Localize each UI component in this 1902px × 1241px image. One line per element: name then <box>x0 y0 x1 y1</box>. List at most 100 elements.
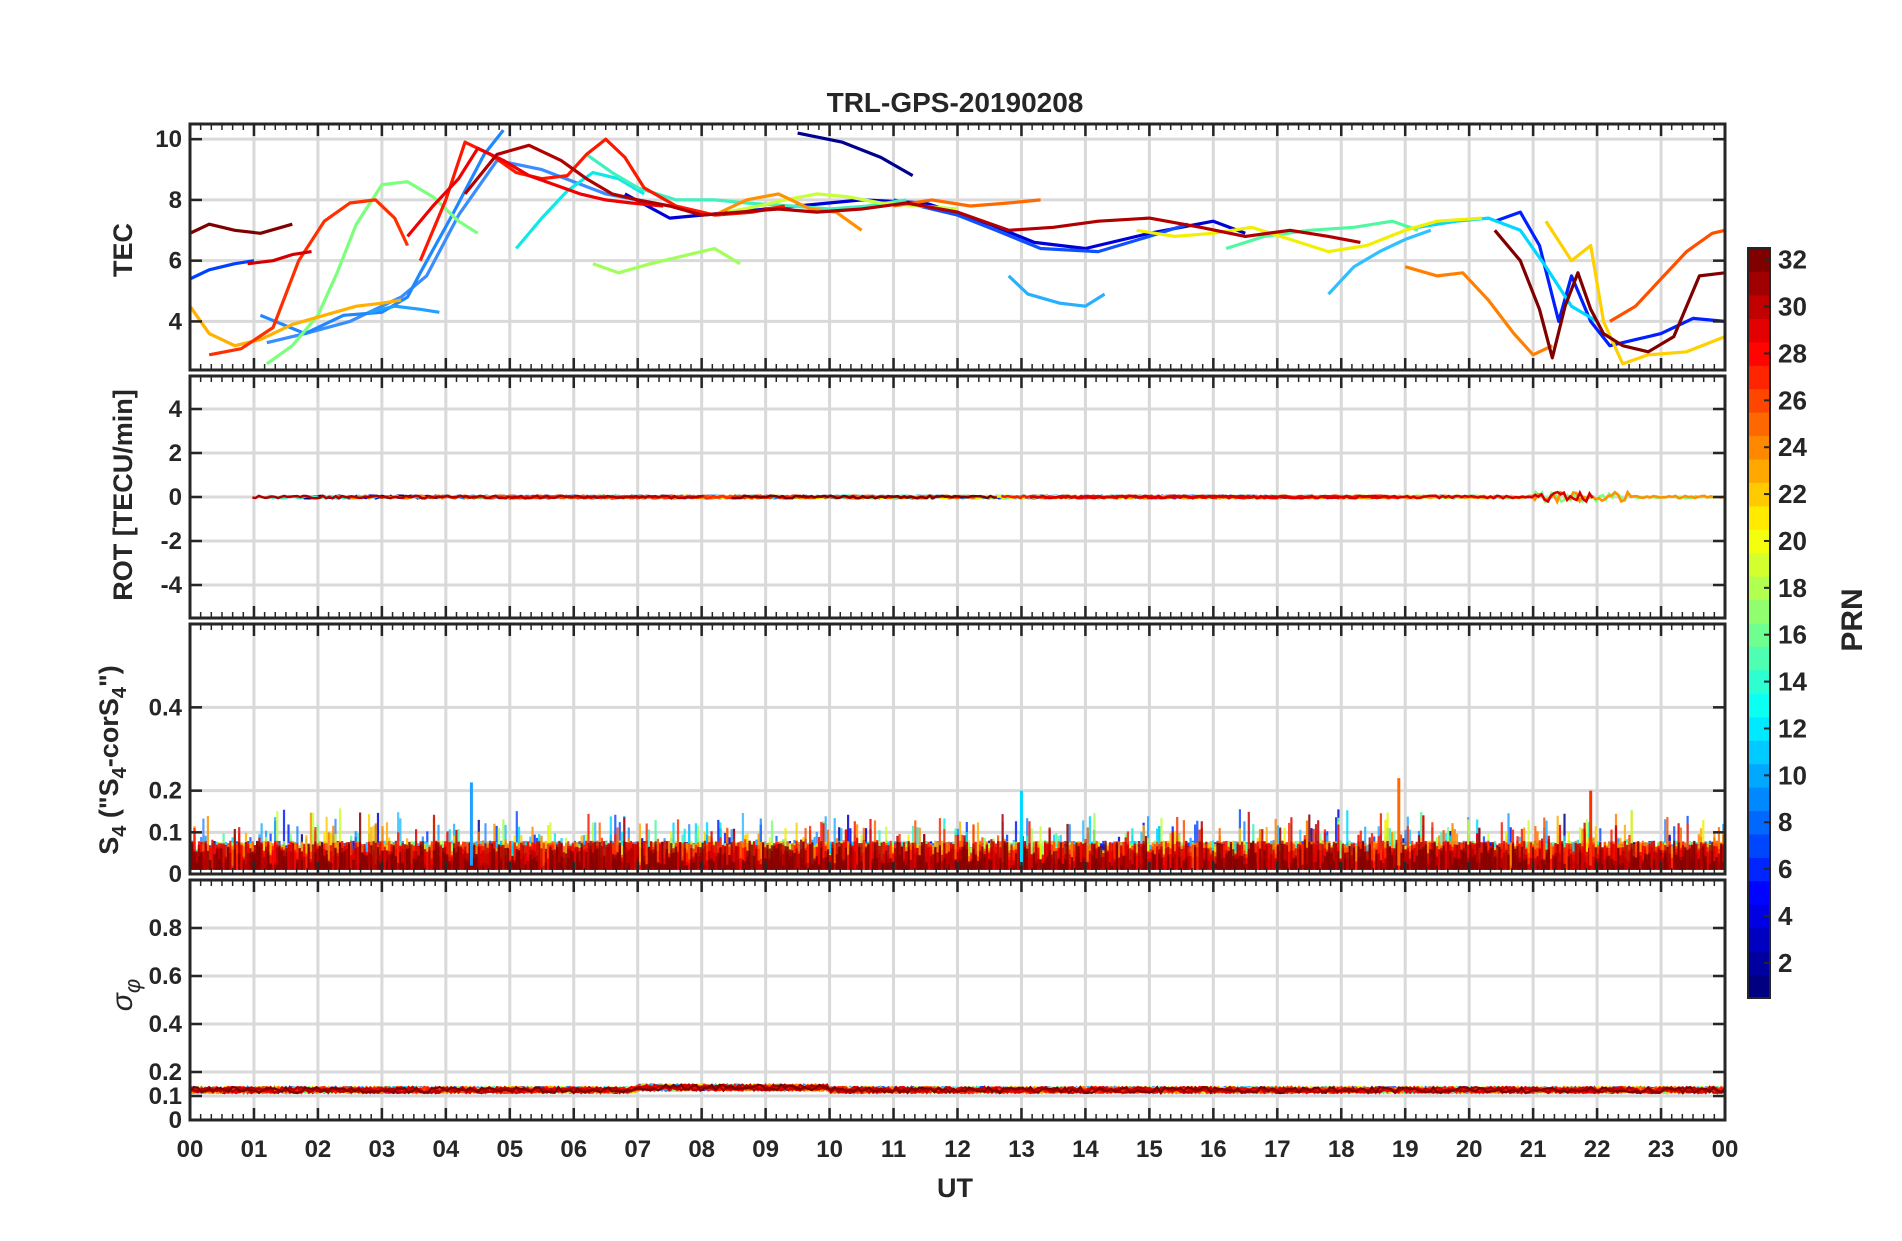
tec-series-prn-6 <box>893 198 1189 254</box>
colorbar-segment <box>1748 412 1770 437</box>
rot-series <box>731 494 997 500</box>
colorbar-segment <box>1748 435 1770 460</box>
phi-subscript: φ <box>120 979 145 993</box>
colorbar-segment <box>1748 248 1770 272</box>
y-tick-label: 0.4 <box>149 694 183 721</box>
tec-series-prn-16 <box>1225 219 1419 251</box>
x-tick-label: 20 <box>1456 1136 1483 1163</box>
s4-label-part: ") <box>94 665 124 687</box>
colorbar-tick-label: 18 <box>1778 573 1807 603</box>
y-tick-label: 10 <box>155 126 182 153</box>
x-tick-label: 00 <box>177 1136 204 1163</box>
s4-label-part: S <box>94 837 124 855</box>
colorbar-segment <box>1748 646 1770 671</box>
tec-data <box>190 129 1725 366</box>
sigma-y-label: σφ <box>106 979 145 1011</box>
x-tick-label: 16 <box>1200 1136 1227 1163</box>
y-tick-label: 0.1 <box>149 819 182 846</box>
x-tick-label: 14 <box>1072 1136 1099 1163</box>
x-tick-label: 03 <box>369 1136 396 1163</box>
tec-series-prn-15 <box>585 153 907 211</box>
y-tick-label: 2 <box>169 440 182 467</box>
colorbar-segment <box>1748 623 1770 647</box>
colorbar-segment <box>1748 951 1770 976</box>
s4-series <box>190 812 1725 870</box>
colorbar-tick-label: 20 <box>1778 526 1807 556</box>
tec-series-prn-23 <box>713 192 863 232</box>
colorbar-segment <box>1748 318 1770 343</box>
colorbar-segment <box>1748 576 1770 601</box>
y-tick-label: 4 <box>169 308 183 335</box>
colorbar-segment <box>1748 341 1770 366</box>
tec-series-prn-26 <box>1609 228 1725 323</box>
colorbar-segment <box>1748 763 1770 788</box>
y-tick-label: 0 <box>169 1107 182 1134</box>
tec-series-prn-30 <box>247 250 312 266</box>
tec-series-prn-17 <box>265 180 479 366</box>
colorbar-segment <box>1748 388 1770 413</box>
colorbar-tick-label: 4 <box>1778 901 1793 931</box>
x-tick-label: 15 <box>1136 1136 1163 1163</box>
colorbar-tick-label: 12 <box>1778 713 1807 743</box>
sigma-symbol: σ <box>106 991 139 1011</box>
x-tick-label: 00 <box>1712 1136 1739 1163</box>
x-tick-label: 11 <box>881 1136 906 1163</box>
colorbar-frame <box>1747 247 1771 999</box>
tec-series-prn-22 <box>190 298 402 348</box>
tec-series-prn-27 <box>208 198 409 357</box>
tec-series-prn-24 <box>1404 265 1553 357</box>
x-tick-label: 06 <box>560 1136 587 1163</box>
colorbar-tick-label: 2 <box>1778 948 1792 978</box>
colorbar-segment <box>1748 505 1770 530</box>
s4-label-part: 4 <box>109 766 131 778</box>
colorbar-segment <box>1748 271 1770 296</box>
x-tick-label: 07 <box>624 1136 651 1163</box>
colorbar-segment <box>1748 833 1770 858</box>
colorbar-tick-label: 28 <box>1778 338 1807 368</box>
colorbar-tick-label: 24 <box>1778 432 1807 462</box>
x-tick-label: 09 <box>752 1136 779 1163</box>
y-tick-label: -2 <box>161 528 182 555</box>
colorbar-tick-label: 30 <box>1778 292 1807 322</box>
tec-series-prn-29 <box>406 146 664 238</box>
tec-series-prn-14 <box>514 171 645 250</box>
x-tick-label: 01 <box>241 1136 268 1163</box>
x-tick-label: 13 <box>1008 1136 1035 1163</box>
colorbar-segment <box>1748 482 1770 507</box>
y-tick-label: 0 <box>169 484 182 511</box>
tec-series-prn-31 <box>463 143 1361 244</box>
y-tick-label: 8 <box>169 187 182 214</box>
x-tick-label: 05 <box>496 1136 523 1163</box>
tec-series-prn-10 <box>368 304 440 314</box>
colorbar-tick-label: 6 <box>1778 854 1792 884</box>
colorbar-label: PRN <box>1836 588 1869 651</box>
x-tick-label: 21 <box>1520 1136 1547 1163</box>
y-tick-label: 0.1 <box>149 1083 182 1110</box>
colorbar-segment <box>1748 904 1770 929</box>
rot-series <box>252 494 704 500</box>
y-tick-label: 4 <box>169 396 183 423</box>
colorbar-tick-label: 14 <box>1778 667 1807 697</box>
y-tick-label: 0.2 <box>149 778 182 805</box>
x-tick-label: 19 <box>1392 1136 1419 1163</box>
tec-series-prn-5 <box>190 259 255 281</box>
x-tick-label: 18 <box>1328 1136 1355 1163</box>
x-tick-labels: 00 01 02 03 04 05 06 07 08 09 10 11 12 13 14 15 16 17 18 19… <box>177 1136 1739 1163</box>
rot-y-label: ROT [TECU/min] <box>108 389 138 600</box>
colorbar-segment <box>1748 669 1770 694</box>
colorbar-segment <box>1748 740 1770 765</box>
colorbar-segment <box>1748 810 1770 835</box>
colorbar-segment <box>1748 974 1770 999</box>
s4-y-label: S4 ("S4-corS4") <box>94 665 131 855</box>
x-tick-label: 10 <box>816 1136 843 1163</box>
colorbar-segment <box>1748 458 1770 483</box>
tec-series-prn-3 <box>624 192 1246 251</box>
colorbar-segment <box>1748 787 1770 812</box>
colorbar-segment <box>1748 857 1770 882</box>
rot-series <box>1029 489 1594 504</box>
tec-series-prn-20 <box>1136 216 1483 254</box>
